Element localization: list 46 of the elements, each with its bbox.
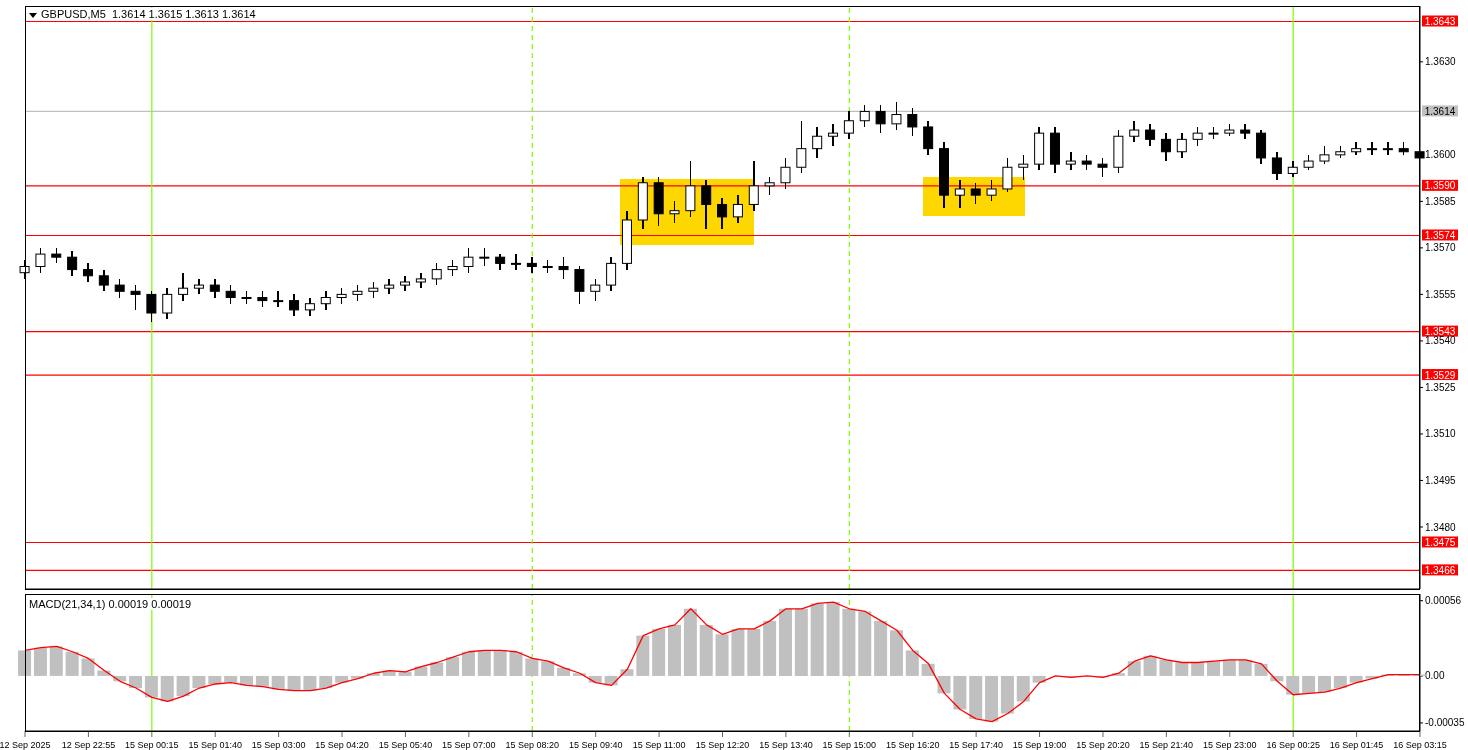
x-tick-label: 15 Sep 09:40 bbox=[568, 740, 623, 750]
x-tick-label: 15 Sep 03:00 bbox=[251, 740, 306, 750]
x-tick-label: 15 Sep 05:40 bbox=[378, 740, 433, 750]
ref-line-label: 1.3643 bbox=[1424, 16, 1456, 28]
y-tick-label: 1.3480 bbox=[1425, 521, 1457, 533]
x-tick-label: 15 Sep 08:20 bbox=[505, 740, 560, 750]
y-tick-label: 1.3555 bbox=[1425, 288, 1457, 300]
ref-line-label: 1.3466 bbox=[1424, 564, 1456, 576]
y-tick-label: 1.3525 bbox=[1425, 381, 1457, 393]
y-tick-label: 1.3540 bbox=[1425, 335, 1457, 347]
ref-line-label: 1.3529 bbox=[1424, 369, 1456, 381]
x-tick-label: 15 Sep 20:20 bbox=[1076, 740, 1130, 750]
ref-line-label: 1.3543 bbox=[1424, 326, 1456, 338]
x-tick-label: 15 Sep 01:40 bbox=[188, 740, 243, 750]
chart-title: GBPUSD,M5 1.3614 1.3615 1.3613 1.3614 bbox=[41, 8, 256, 20]
ref-line-label: 1.3614 bbox=[1424, 105, 1456, 117]
ref-line-label: 1.3574 bbox=[1424, 229, 1456, 241]
ref-line-label: 1.3590 bbox=[1424, 180, 1456, 192]
y-tick-label: 0.00 bbox=[1425, 670, 1445, 682]
ref-line-label: 1.3475 bbox=[1424, 536, 1456, 548]
x-tick-label: 15 Sep 16:20 bbox=[885, 740, 940, 750]
y-tick-label: 1.3630 bbox=[1425, 56, 1457, 68]
y-tick-label: 1.3495 bbox=[1425, 475, 1457, 487]
y-tick-label: 1.3510 bbox=[1425, 428, 1457, 440]
x-tick-label: 15 Sep 15:00 bbox=[822, 740, 877, 750]
x-tick-label: 12 Sep 2025 bbox=[0, 740, 51, 750]
x-tick-label: 15 Sep 23:00 bbox=[1202, 740, 1257, 750]
chart-title: MACD(21,34,1) 0.00019 0.00019 bbox=[29, 598, 192, 610]
y-tick-label: -0.00035 bbox=[1425, 717, 1465, 729]
x-tick-label: 15 Sep 17:40 bbox=[949, 740, 1003, 750]
x-tick-label: 15 Sep 11:00 bbox=[632, 740, 686, 750]
x-tick-label: 15 Sep 00:15 bbox=[125, 740, 179, 750]
y-tick-label: 0.00056 bbox=[1425, 595, 1462, 607]
x-tick-label: 15 Sep 12:20 bbox=[695, 740, 750, 750]
x-tick-label: 15 Sep 19:00 bbox=[1012, 740, 1067, 750]
y-tick-label: 1.3570 bbox=[1425, 242, 1457, 254]
x-tick-label: 16 Sep 03:15 bbox=[1393, 740, 1447, 750]
x-tick-label: 15 Sep 04:20 bbox=[315, 740, 369, 750]
y-tick-label: 1.3585 bbox=[1425, 195, 1457, 207]
x-tick-label: 12 Sep 22:55 bbox=[61, 740, 116, 750]
x-tick-label: 15 Sep 13:40 bbox=[759, 740, 813, 750]
x-tick-label: 15 Sep 07:00 bbox=[442, 740, 496, 750]
x-tick-label: 15 Sep 21:40 bbox=[1139, 740, 1194, 750]
x-tick-label: 16 Sep 00:25 bbox=[1266, 740, 1320, 750]
x-tick-label: 16 Sep 01:45 bbox=[1329, 740, 1384, 750]
y-tick-label: 1.3600 bbox=[1425, 149, 1457, 161]
